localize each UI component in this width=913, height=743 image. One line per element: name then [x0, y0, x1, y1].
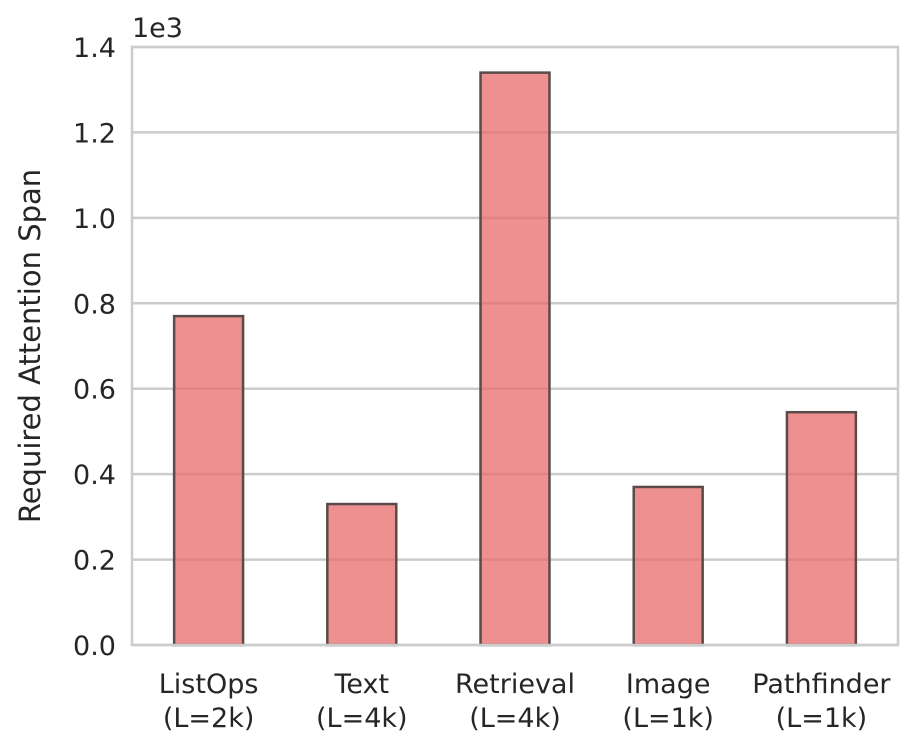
x-tick-label-line: (L=4k)	[316, 703, 408, 734]
y-tick-label: 0.2	[73, 546, 116, 577]
y-tick-label: 0.4	[73, 460, 116, 491]
x-tick-label: Image (L=1k)	[622, 669, 714, 734]
x-tick-label: Text (L=4k)	[316, 669, 408, 734]
y-tick-label: 1.0	[73, 204, 116, 235]
x-tick-label-line: (L=4k)	[469, 703, 561, 734]
bar	[785, 410, 858, 647]
bar	[326, 502, 398, 647]
y-tick-labels: 0.0 0.2 0.4 0.6 0.8 1.0 1.2 1.4	[73, 33, 116, 662]
bar	[479, 71, 551, 647]
bar	[172, 314, 245, 647]
bar	[632, 485, 704, 647]
x-tick-label-line: Retrieval	[455, 669, 575, 700]
x-tick-label-line: Text	[333, 669, 389, 700]
x-tick-label-line: (L=1k)	[622, 703, 714, 734]
y-tick-label: 0.6	[73, 375, 116, 406]
y-tick-label: 1.2	[73, 118, 116, 149]
plot-frame	[130, 45, 900, 647]
x-tick-label-line: (L=2k)	[163, 703, 255, 734]
x-tick-label-line: Image	[626, 669, 711, 700]
bars	[172, 71, 858, 647]
x-tick-label-line: Pathfinder	[752, 669, 891, 700]
y-tick-label: 1.4	[73, 33, 116, 64]
x-tick-label-line: (L=1k)	[776, 703, 868, 734]
y-axis-offset-label: 1e3	[132, 13, 183, 44]
x-tick-label: Pathfinder (L=1k)	[752, 669, 891, 734]
y-axis-label: Required Attention Span	[13, 169, 47, 523]
y-tick-label: 0.0	[73, 631, 116, 662]
x-tick-label-line: ListOps	[159, 669, 259, 700]
x-tick-label: ListOps (L=2k)	[159, 669, 259, 734]
x-tick-labels: ListOps (L=2k)Text (L=4k)Retrieval (L=4k)Im…	[159, 669, 892, 734]
y-tick-label: 0.8	[73, 289, 116, 320]
x-tick-label: Retrieval (L=4k)	[455, 669, 575, 734]
